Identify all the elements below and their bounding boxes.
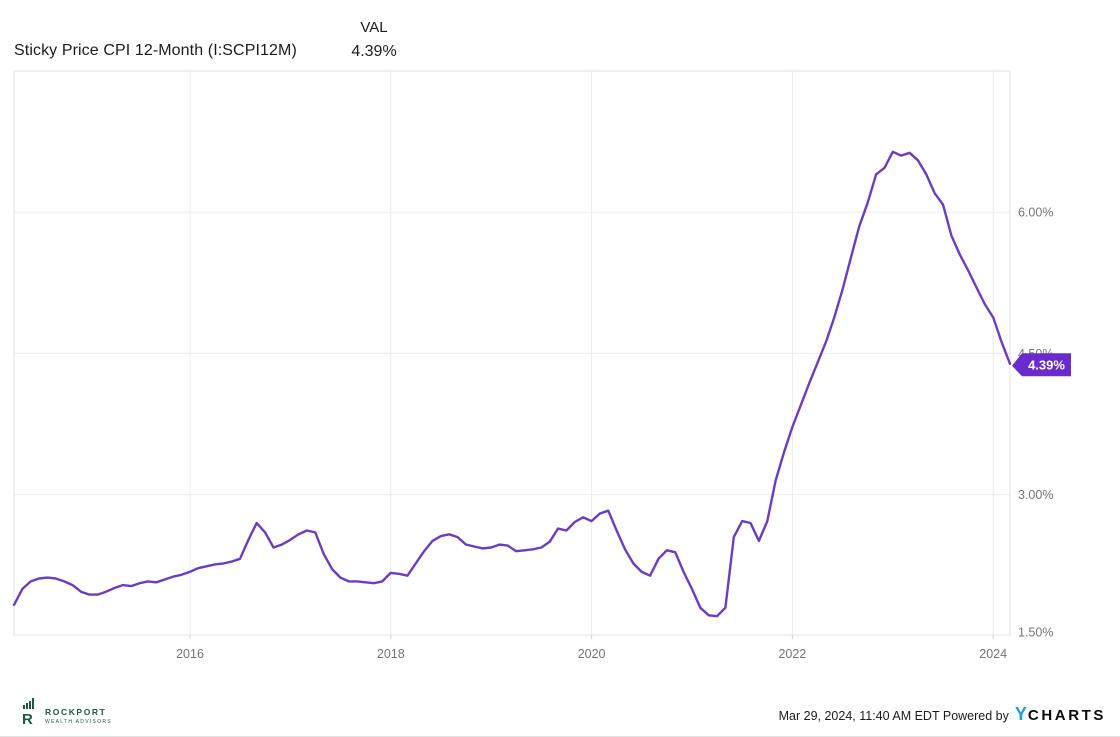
x-tick-label: 2016: [176, 647, 204, 661]
rockport-subtitle: WEALTH ADVISORS: [45, 718, 112, 725]
ycharts-wordmark: CHARTS: [1027, 707, 1106, 724]
val-current-value: 4.39%: [351, 43, 397, 60]
bar-chart-icon: [23, 698, 35, 709]
rockport-logo: R ROCKPORT WEALTH ADVISORS: [22, 698, 112, 728]
last-value-badge-label: 4.39%: [1028, 357, 1065, 372]
x-tick-label: 2020: [578, 647, 606, 661]
rockport-r-glyph: R: [22, 711, 33, 728]
footer: R ROCKPORT WEALTH ADVISORS Mar 29, 2024,…: [0, 691, 1120, 727]
x-tick-label: 2022: [778, 647, 806, 661]
timestamp: Mar 29, 2024, 11:40 AM EDT Powered by: [778, 709, 1009, 723]
ycharts-y-glyph: Y: [1014, 704, 1028, 724]
ycharts-logo[interactable]: YCHARTS: [1015, 704, 1106, 725]
rockport-name: ROCKPORT: [45, 707, 107, 718]
x-tick-label: 2018: [377, 647, 405, 661]
x-tick-label: 2024: [979, 647, 1007, 661]
last-value-badge: [1012, 353, 1071, 377]
y-tick-label: 1.50%: [1018, 626, 1053, 640]
series-line: [12, 150, 1012, 618]
y-tick-label: 6.00%: [1018, 206, 1053, 220]
rockport-logo-icon: R: [22, 698, 39, 728]
val-column-header: VAL: [360, 19, 388, 36]
y-tick-label: 3.00%: [1018, 488, 1053, 502]
plot-area-border: [13, 70, 1011, 636]
attribution: Mar 29, 2024, 11:40 AM EDT Powered by YC…: [779, 704, 1106, 725]
val-column: VAL 4.39%: [338, 19, 410, 61]
chart-title: Sticky Price CPI 12-Month (I:SCPI12M): [14, 42, 297, 59]
